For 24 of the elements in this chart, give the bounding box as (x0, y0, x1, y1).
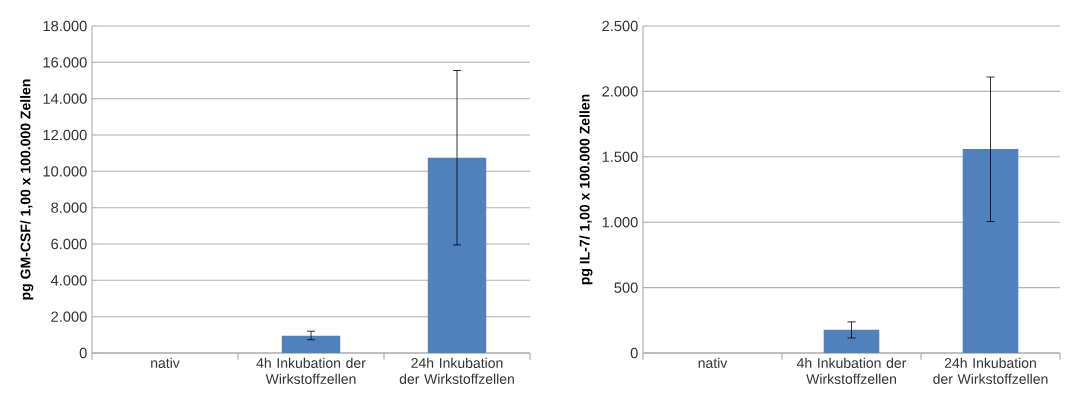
y-tick-label: 0 (630, 347, 638, 359)
y-tick-label: 12.000 (43, 129, 87, 141)
y-tick-label: 2.500 (602, 20, 638, 32)
y-tick-label: 4.000 (50, 275, 87, 286)
y-tick-label: 18.000 (43, 20, 87, 32)
y-tick-label: 16.000 (43, 57, 87, 68)
y-tick-label: 8.000 (51, 202, 87, 213)
x-tick-label: 4h Inkubation der Wirkstoffzellen (256, 357, 366, 384)
x-tick-label: nativ (698, 357, 728, 368)
y-tick-label: 1.000 (602, 217, 638, 228)
x-tick-label: 4h Inkubation der Wirkstoffzellen (796, 357, 907, 384)
y-tick-label: 6.000 (51, 238, 87, 250)
y-tick-label: 1.500 (602, 151, 638, 162)
y-tick-label: 10.000 (43, 166, 87, 177)
y-axis-title: pg IL-7/ 1,00 x 100.000 Zellen (579, 94, 593, 285)
y-tick-label: 14.000 (43, 93, 87, 104)
y-tick-label: 2.000 (51, 311, 87, 322)
y-tick-label: 0 (79, 347, 87, 359)
x-tick-label: nativ (151, 357, 180, 368)
y-tick-label: 2.000 (602, 86, 638, 97)
x-tick-label: 24h Inkubation der Wirkstoffzellen (399, 357, 514, 384)
x-tick-label: 24h Inkubation der Wirkstoffzellen (933, 357, 1048, 384)
y-axis-title: pg GM-CSF/ 1,00 x 100.000 Zellen (20, 79, 34, 300)
y-tick-label: 500 (614, 282, 638, 293)
